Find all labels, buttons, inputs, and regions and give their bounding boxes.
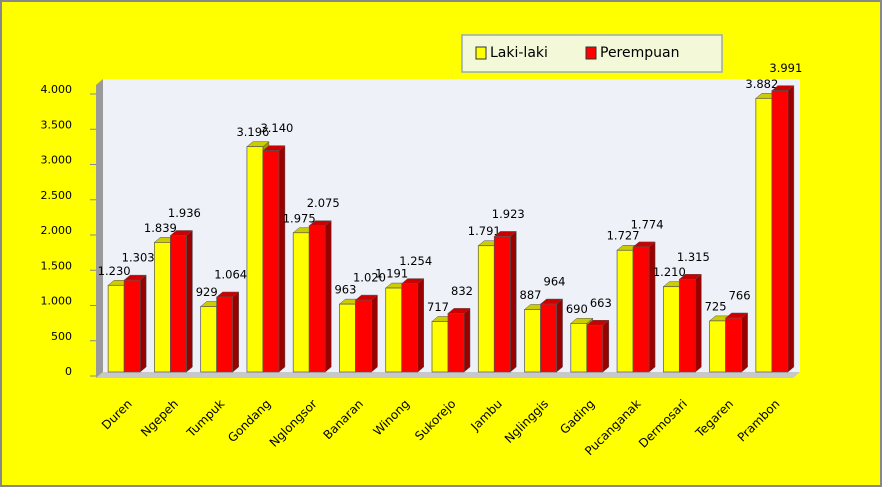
bar: [755, 97, 773, 373]
y-tick-label: 500: [51, 330, 72, 343]
bar: [107, 284, 125, 373]
value-label: 1.230: [98, 264, 131, 278]
bar: [709, 320, 726, 373]
value-label: 717: [427, 300, 449, 314]
bar: [586, 324, 604, 373]
bar: [170, 235, 187, 373]
value-label: 887: [520, 288, 542, 302]
bar-side: [186, 229, 193, 373]
value-label: 1.254: [399, 254, 432, 268]
bar-side: [139, 274, 147, 373]
value-label: 2.075: [307, 196, 340, 210]
bar: [308, 225, 326, 373]
value-label: 1.839: [144, 221, 177, 235]
bar-side: [463, 307, 471, 373]
bar-side: [510, 230, 517, 373]
bar-side: [648, 241, 656, 373]
bar: [493, 236, 511, 373]
side-wall: [96, 79, 103, 378]
bar-side: [417, 278, 424, 373]
y-tick-label: 4.000: [41, 83, 73, 96]
value-label: 1.064: [214, 267, 247, 281]
bar: [632, 246, 650, 373]
bar: [540, 303, 557, 373]
y-tick-label: 1.500: [41, 259, 73, 272]
bar: [262, 150, 280, 373]
bar: [771, 90, 789, 373]
value-label: 3.882: [745, 77, 778, 91]
legend-label: Perempuan: [600, 45, 679, 61]
value-label: 1.303: [122, 251, 155, 265]
legend-swatch: [585, 46, 597, 60]
value-label: 1.923: [492, 207, 525, 221]
bar-side: [556, 298, 563, 373]
value-label: 690: [566, 302, 588, 316]
y-tick-label: 2.000: [41, 224, 73, 237]
bar: [216, 296, 234, 373]
bar: [292, 232, 310, 373]
bar-side: [695, 273, 702, 373]
bar: [570, 323, 588, 373]
value-label: 1.191: [375, 267, 408, 281]
value-label: 1.975: [283, 211, 316, 225]
value-label: 1.020: [353, 271, 386, 285]
value-label: 1.791: [468, 224, 501, 238]
bar: [154, 242, 171, 373]
bar-side: [232, 291, 239, 373]
bar: [431, 321, 449, 373]
value-label: 663: [590, 296, 612, 310]
bar: [200, 306, 218, 373]
bar: [447, 312, 465, 373]
bar: [385, 287, 403, 373]
bar: [662, 286, 680, 373]
value-label: 1.210: [653, 265, 686, 279]
y-tick-label: 2.500: [41, 189, 73, 202]
y-tick-label: 1.000: [41, 295, 73, 308]
bar-side: [371, 294, 378, 373]
value-label: 1.315: [677, 250, 710, 264]
value-label: 1.936: [168, 206, 201, 220]
legend-label: Laki-laki: [490, 45, 548, 61]
y-tick-label: 3.000: [41, 154, 73, 167]
bar: [477, 245, 495, 373]
bar-side: [324, 220, 332, 373]
value-label: 1.727: [607, 229, 640, 243]
bar: [246, 146, 264, 373]
value-label: 963: [334, 283, 356, 297]
value-label: 766: [729, 288, 751, 302]
value-label: 3.991: [769, 61, 802, 75]
value-label: 964: [544, 275, 566, 289]
bar-side: [787, 85, 795, 373]
legend: Laki-laki Perempuan: [461, 34, 723, 73]
value-label: 3.196: [236, 125, 269, 139]
bar-side: [278, 145, 286, 373]
bar-side: [602, 319, 610, 373]
bar: [524, 309, 541, 373]
bar: [725, 317, 742, 373]
bar: [678, 278, 696, 373]
value-label: 3.140: [260, 121, 293, 135]
bar: [355, 299, 372, 373]
y-tick-label: 0: [65, 365, 72, 378]
legend-swatch: [475, 46, 487, 60]
value-label: 1.774: [631, 217, 664, 231]
bar: [401, 283, 419, 373]
value-label: 725: [705, 299, 727, 313]
value-label: 929: [196, 285, 218, 299]
value-label: 832: [451, 284, 473, 298]
bar: [339, 303, 356, 373]
y-tick-label: 3.500: [41, 118, 73, 131]
bar-side: [741, 312, 748, 373]
floor: [96, 372, 800, 378]
bar: [616, 249, 634, 373]
bar: [123, 279, 141, 373]
